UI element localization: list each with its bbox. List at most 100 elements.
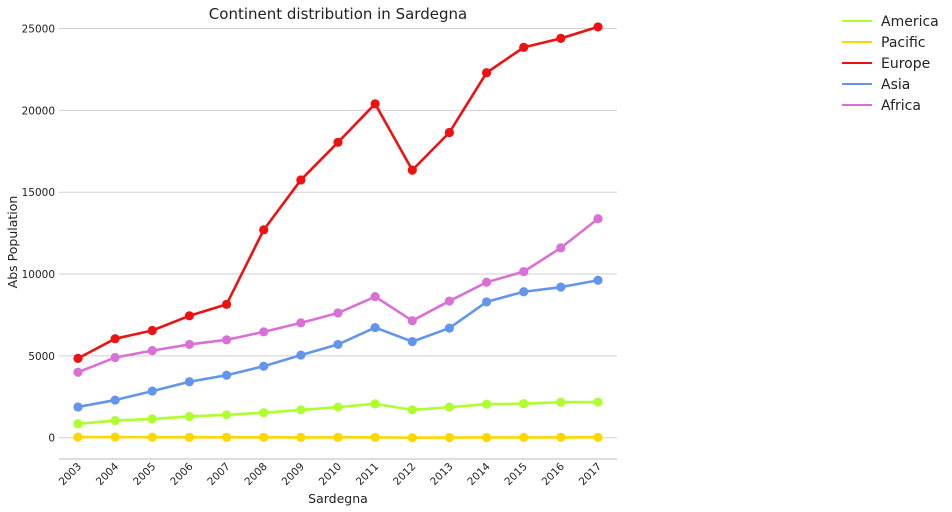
data-point xyxy=(333,137,343,147)
legend-item: Pacific xyxy=(842,35,926,51)
data-point xyxy=(444,432,455,443)
data-point xyxy=(481,399,492,409)
data-point xyxy=(184,411,195,422)
data-point xyxy=(110,432,120,442)
y-tick-label: 25000 xyxy=(22,24,55,36)
chart-title: Continent distribution in Sardegna xyxy=(209,5,467,23)
legend-label: Africa xyxy=(881,98,921,114)
x-tick-label: 2012 xyxy=(391,461,418,488)
data-point xyxy=(296,432,306,442)
series-pacific xyxy=(73,432,603,443)
data-point xyxy=(407,337,417,347)
data-point xyxy=(370,432,380,442)
data-point xyxy=(184,432,195,442)
data-point xyxy=(110,334,120,344)
x-tick-label: 2009 xyxy=(280,461,307,488)
legend-item: Europe xyxy=(842,56,930,72)
x-tick-label: 2015 xyxy=(502,461,529,488)
data-point xyxy=(519,266,529,277)
x-tick-label: 2006 xyxy=(168,460,196,488)
data-point xyxy=(556,282,566,292)
data-point xyxy=(296,318,306,328)
data-point xyxy=(73,432,83,442)
data-point xyxy=(519,432,529,442)
data-point xyxy=(296,405,306,415)
data-point xyxy=(221,410,232,420)
data-point xyxy=(519,42,529,52)
series-asia xyxy=(73,275,603,412)
x-tick-label: 2003 xyxy=(57,461,84,488)
data-point xyxy=(407,405,417,415)
data-point xyxy=(259,361,269,371)
data-point xyxy=(593,397,603,407)
y-tick-label: 15000 xyxy=(22,187,55,199)
data-point xyxy=(147,346,157,356)
legend-label: America xyxy=(881,14,939,30)
x-tick-label: 2011 xyxy=(354,461,381,488)
x-tick-label: 2004 xyxy=(94,460,122,488)
data-point xyxy=(407,433,417,443)
data-point xyxy=(73,402,83,412)
legend-item: Asia xyxy=(842,77,910,93)
x-tick-label: 2005 xyxy=(131,461,158,488)
data-point xyxy=(259,432,269,442)
data-point xyxy=(73,419,83,429)
data-point xyxy=(370,399,380,409)
data-point xyxy=(519,287,529,297)
x-tick-label: 2016 xyxy=(540,460,568,488)
data-point xyxy=(147,414,157,424)
x-tick-label: 2007 xyxy=(205,461,232,488)
data-point xyxy=(221,432,232,442)
data-point xyxy=(593,275,603,285)
data-point xyxy=(444,402,455,412)
data-point xyxy=(444,127,455,138)
y-tick-label: 20000 xyxy=(22,105,55,117)
y-axis-label: Abs Population xyxy=(5,196,20,289)
data-point xyxy=(370,292,380,302)
y-tick-label: 0 xyxy=(48,433,55,445)
data-point xyxy=(593,214,603,224)
legend-label: Pacific xyxy=(881,35,926,51)
data-point xyxy=(333,339,343,350)
series-africa xyxy=(73,214,603,377)
x-axis-label: Sardegna xyxy=(308,491,368,506)
data-point xyxy=(407,316,417,326)
data-point xyxy=(147,386,157,396)
data-point xyxy=(147,432,157,442)
data-point xyxy=(259,408,269,418)
data-point xyxy=(370,322,380,333)
x-tick-label: 2008 xyxy=(242,461,269,488)
data-point xyxy=(259,327,269,337)
x-tick-label: 2017 xyxy=(577,461,604,488)
data-point xyxy=(110,395,120,405)
data-point xyxy=(333,402,343,412)
data-point xyxy=(184,339,195,350)
data-point xyxy=(110,415,120,426)
data-point xyxy=(481,432,492,443)
data-point xyxy=(481,277,492,287)
data-point xyxy=(73,367,83,377)
data-point xyxy=(110,352,120,363)
x-tick-label: 2013 xyxy=(428,461,455,488)
legend-label: Asia xyxy=(881,77,910,93)
gridlines xyxy=(59,28,617,439)
data-point xyxy=(556,33,566,43)
data-point xyxy=(296,175,306,185)
data-point xyxy=(444,296,455,306)
data-point xyxy=(556,432,566,442)
data-point xyxy=(333,432,343,442)
data-point xyxy=(221,370,232,380)
data-point xyxy=(147,325,157,336)
data-point xyxy=(407,165,417,175)
x-tick-label: 2014 xyxy=(465,460,493,488)
series-europe xyxy=(73,22,603,363)
y-tick-labels: 0 5000 10000 15000 20000 25000 xyxy=(22,24,55,445)
data-point xyxy=(481,297,492,307)
legend: America Pacific Europe Asia Africa xyxy=(842,14,939,114)
data-point xyxy=(370,99,380,109)
data-point xyxy=(184,311,195,321)
x-tick-labels: 2003 2004 2005 2006 2007 2008 2009 2010 2011 2012… xyxy=(57,460,604,488)
data-point xyxy=(73,353,83,363)
legend-label: Europe xyxy=(881,56,930,72)
